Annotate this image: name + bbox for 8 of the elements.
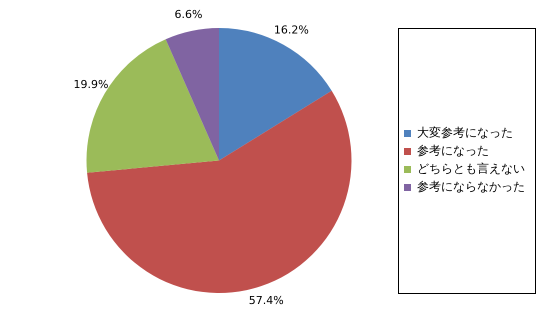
- data-label: 16.2%: [274, 24, 309, 37]
- data-label: 6.6%: [174, 8, 202, 22]
- data-label: 57.4%: [248, 294, 284, 308]
- data-label: 19.9%: [74, 78, 108, 92]
- legend-label: 参考にならなかった: [417, 180, 525, 194]
- legend-label: 参考になった: [417, 144, 489, 158]
- legend-label: どちらとも言えない: [417, 162, 525, 176]
- legend-label: 大変参考になった: [417, 126, 513, 140]
